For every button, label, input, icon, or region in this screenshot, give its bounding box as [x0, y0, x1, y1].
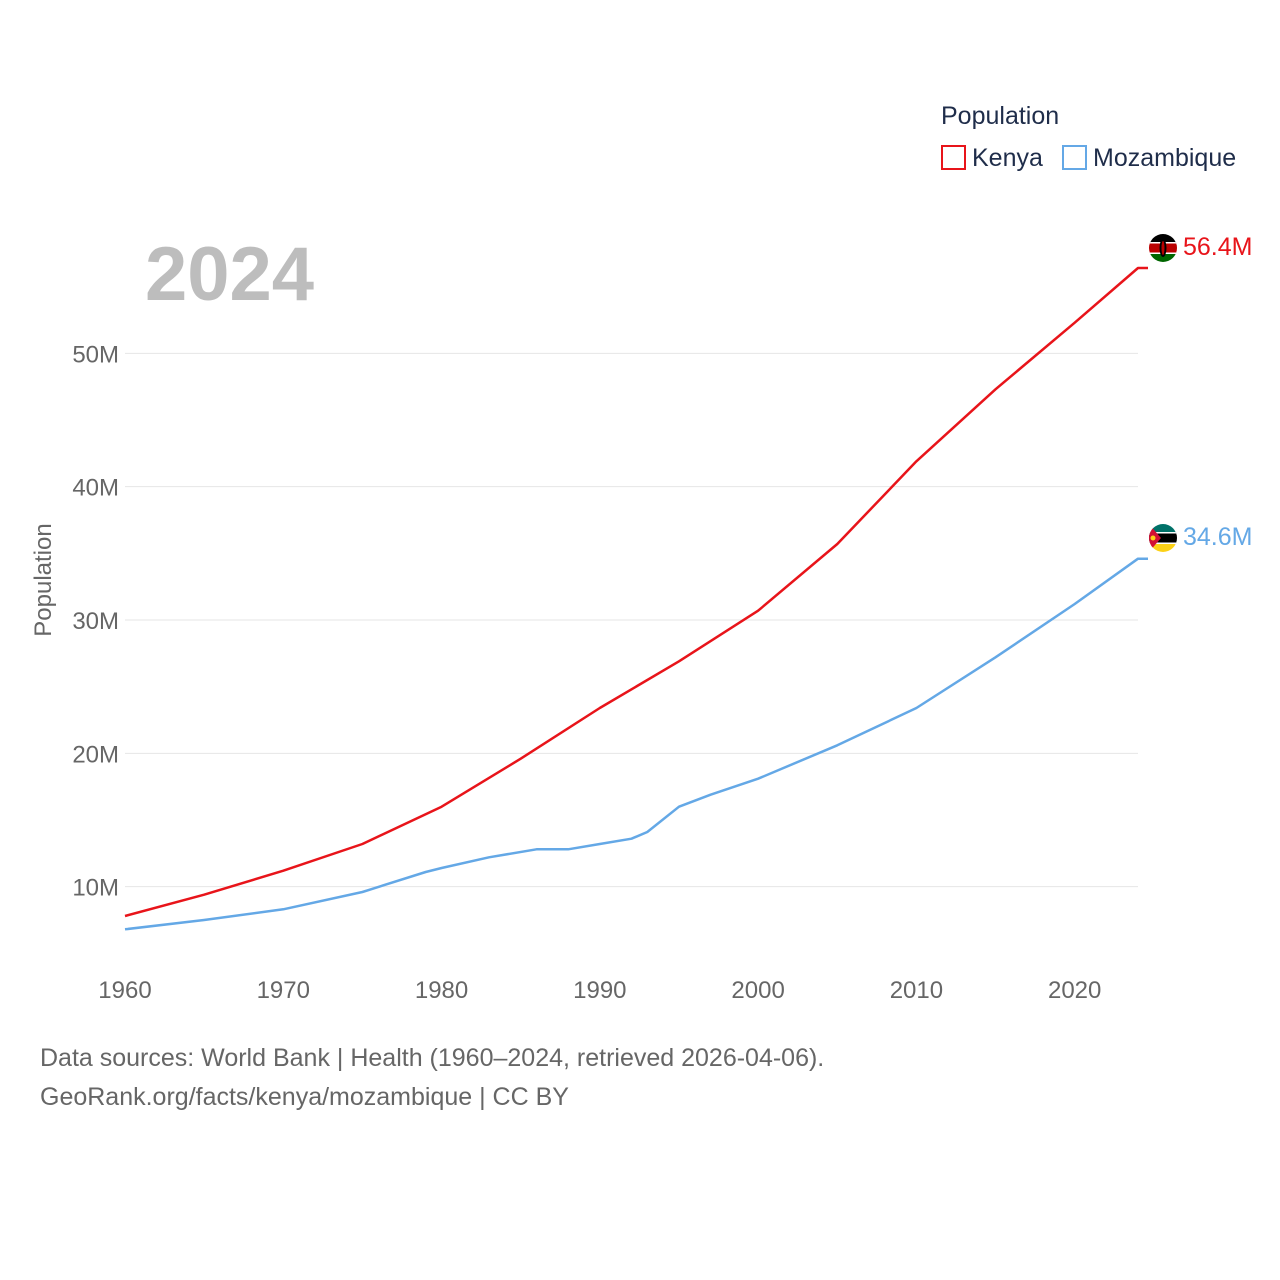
legend-swatch-kenya[interactable]: [941, 145, 966, 170]
end-label-kenya: 56.4M: [1183, 233, 1252, 261]
legend-label-mozambique[interactable]: Mozambique: [1093, 144, 1236, 172]
y-tick-label: 20M: [72, 741, 119, 768]
series-line-mozambique[interactable]: [124, 557, 1148, 931]
x-tick-label: 1990: [573, 977, 626, 1004]
legend-swatch-mozambique[interactable]: [1062, 145, 1087, 170]
x-tick-label: 2010: [890, 977, 943, 1004]
footer-sources: Data sources: World Bank | Health (1960–…: [40, 1044, 825, 1072]
y-tick-label: 30M: [72, 608, 119, 635]
legend: Population Kenya Mozambique: [941, 102, 1236, 172]
series-line-kenya[interactable]: [124, 266, 1148, 918]
year-label: 2024: [145, 232, 314, 317]
y-tick-label: 40M: [72, 475, 119, 502]
x-tick-label: 1980: [415, 977, 468, 1004]
y-tick-label: 50M: [72, 341, 119, 368]
x-tick-label: 2020: [1048, 977, 1101, 1004]
x-tick-label: 2000: [731, 977, 784, 1004]
footer-link[interactable]: GeoRank.org/facts/kenya/mozambique | CC …: [40, 1083, 569, 1111]
end-label-mozambique: 34.6M: [1183, 523, 1252, 551]
mozambique-flag-icon: [1149, 524, 1177, 552]
x-tick-label: 1960: [98, 977, 151, 1004]
legend-label-kenya[interactable]: Kenya: [972, 144, 1043, 172]
legend-title: Population: [941, 102, 1059, 130]
y-axis-label: Population: [30, 523, 57, 636]
x-tick-label: 1970: [257, 977, 310, 1004]
kenya-flag-icon: [1149, 234, 1177, 262]
y-tick-label: 10M: [72, 875, 119, 902]
